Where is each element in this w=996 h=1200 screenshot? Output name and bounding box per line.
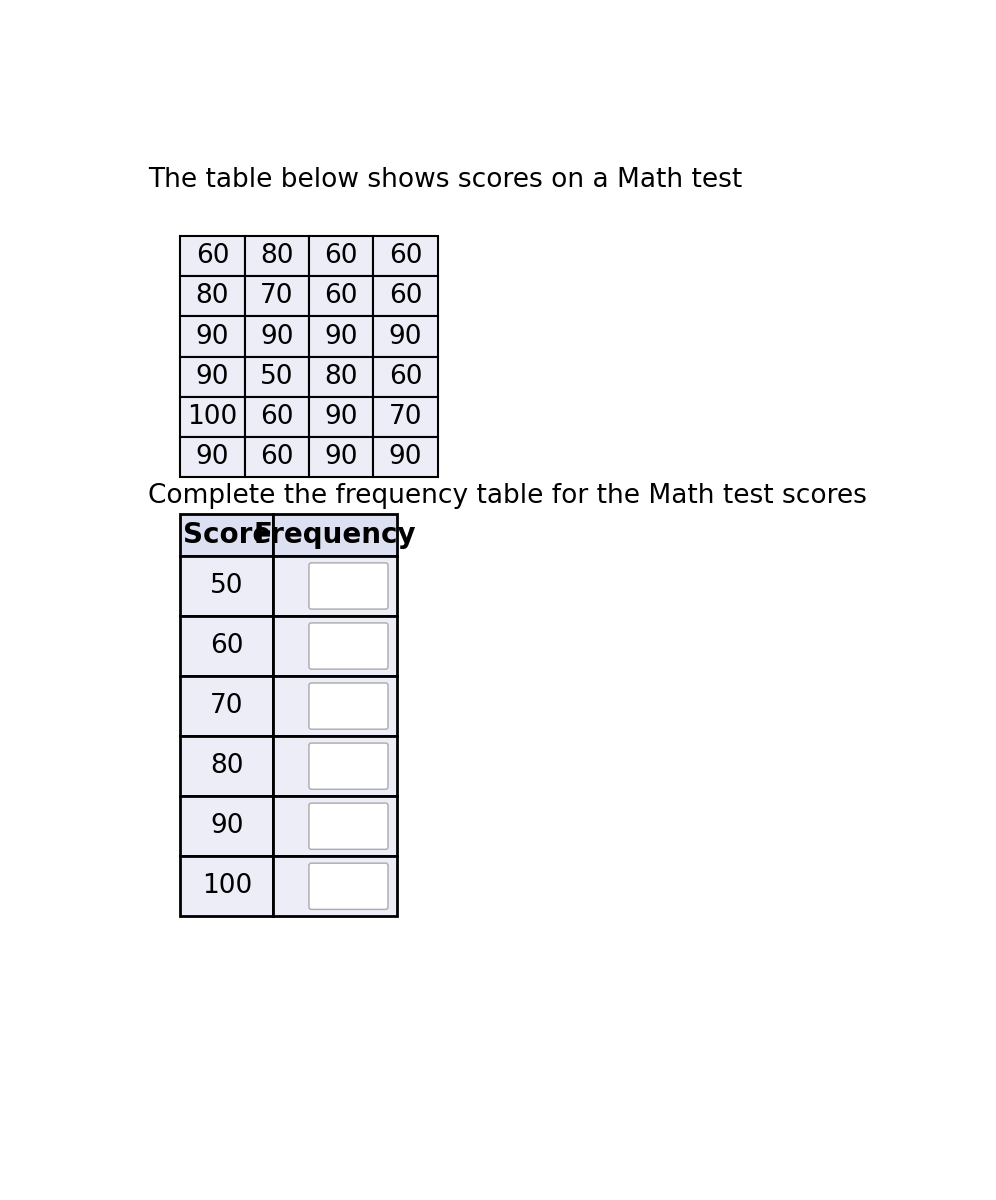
FancyBboxPatch shape [245, 276, 309, 317]
FancyBboxPatch shape [309, 863, 388, 910]
FancyBboxPatch shape [245, 317, 309, 356]
Text: 60: 60 [388, 283, 422, 310]
Text: 60: 60 [195, 244, 229, 270]
Text: 60: 60 [325, 283, 358, 310]
Text: 100: 100 [201, 874, 252, 899]
Text: 90: 90 [195, 364, 229, 390]
Text: 80: 80 [210, 754, 244, 779]
FancyBboxPatch shape [245, 437, 309, 476]
Text: 90: 90 [388, 324, 422, 349]
Text: 90: 90 [325, 324, 358, 349]
FancyBboxPatch shape [309, 563, 388, 610]
FancyBboxPatch shape [180, 317, 245, 356]
FancyBboxPatch shape [374, 317, 437, 356]
Text: 100: 100 [187, 403, 238, 430]
Text: 90: 90 [388, 444, 422, 469]
FancyBboxPatch shape [180, 276, 245, 317]
FancyBboxPatch shape [309, 396, 374, 437]
FancyBboxPatch shape [273, 676, 397, 736]
FancyBboxPatch shape [273, 857, 397, 917]
FancyBboxPatch shape [180, 236, 245, 276]
FancyBboxPatch shape [180, 514, 273, 556]
FancyBboxPatch shape [309, 236, 374, 276]
FancyBboxPatch shape [309, 743, 388, 790]
Text: 80: 80 [195, 283, 229, 310]
FancyBboxPatch shape [180, 556, 273, 616]
Text: Frequency: Frequency [254, 521, 416, 548]
Text: 60: 60 [388, 244, 422, 270]
FancyBboxPatch shape [180, 736, 273, 796]
FancyBboxPatch shape [309, 276, 374, 317]
FancyBboxPatch shape [180, 796, 273, 857]
Text: 70: 70 [388, 403, 422, 430]
FancyBboxPatch shape [309, 437, 374, 476]
FancyBboxPatch shape [180, 616, 273, 676]
FancyBboxPatch shape [309, 803, 388, 850]
Text: 70: 70 [210, 694, 244, 719]
Text: 90: 90 [210, 814, 244, 839]
Text: 60: 60 [260, 444, 294, 469]
FancyBboxPatch shape [245, 356, 309, 396]
Text: The table below shows scores on a Math test: The table below shows scores on a Math t… [147, 167, 742, 193]
Text: Complete the frequency table for the Math test scores: Complete the frequency table for the Mat… [147, 482, 867, 509]
Text: 70: 70 [260, 283, 294, 310]
FancyBboxPatch shape [374, 276, 437, 317]
Text: 50: 50 [210, 572, 244, 599]
Text: 90: 90 [325, 403, 358, 430]
FancyBboxPatch shape [180, 857, 273, 917]
FancyBboxPatch shape [273, 556, 397, 616]
Text: 80: 80 [325, 364, 358, 390]
Text: Score: Score [182, 521, 271, 548]
FancyBboxPatch shape [374, 437, 437, 476]
FancyBboxPatch shape [309, 623, 388, 670]
FancyBboxPatch shape [180, 676, 273, 736]
FancyBboxPatch shape [245, 236, 309, 276]
Text: 90: 90 [195, 324, 229, 349]
Text: 90: 90 [195, 444, 229, 469]
FancyBboxPatch shape [245, 396, 309, 437]
Text: 60: 60 [388, 364, 422, 390]
FancyBboxPatch shape [273, 736, 397, 796]
Text: 90: 90 [325, 444, 358, 469]
FancyBboxPatch shape [180, 356, 245, 396]
FancyBboxPatch shape [374, 356, 437, 396]
FancyBboxPatch shape [180, 396, 245, 437]
FancyBboxPatch shape [309, 317, 374, 356]
FancyBboxPatch shape [374, 396, 437, 437]
Text: 60: 60 [210, 634, 244, 659]
Text: 50: 50 [260, 364, 294, 390]
FancyBboxPatch shape [309, 683, 388, 730]
FancyBboxPatch shape [309, 356, 374, 396]
Text: 60: 60 [260, 403, 294, 430]
FancyBboxPatch shape [273, 616, 397, 676]
FancyBboxPatch shape [273, 514, 397, 556]
Text: 90: 90 [260, 324, 294, 349]
Text: 60: 60 [325, 244, 358, 270]
Text: 80: 80 [260, 244, 294, 270]
FancyBboxPatch shape [374, 236, 437, 276]
FancyBboxPatch shape [273, 796, 397, 857]
FancyBboxPatch shape [180, 437, 245, 476]
